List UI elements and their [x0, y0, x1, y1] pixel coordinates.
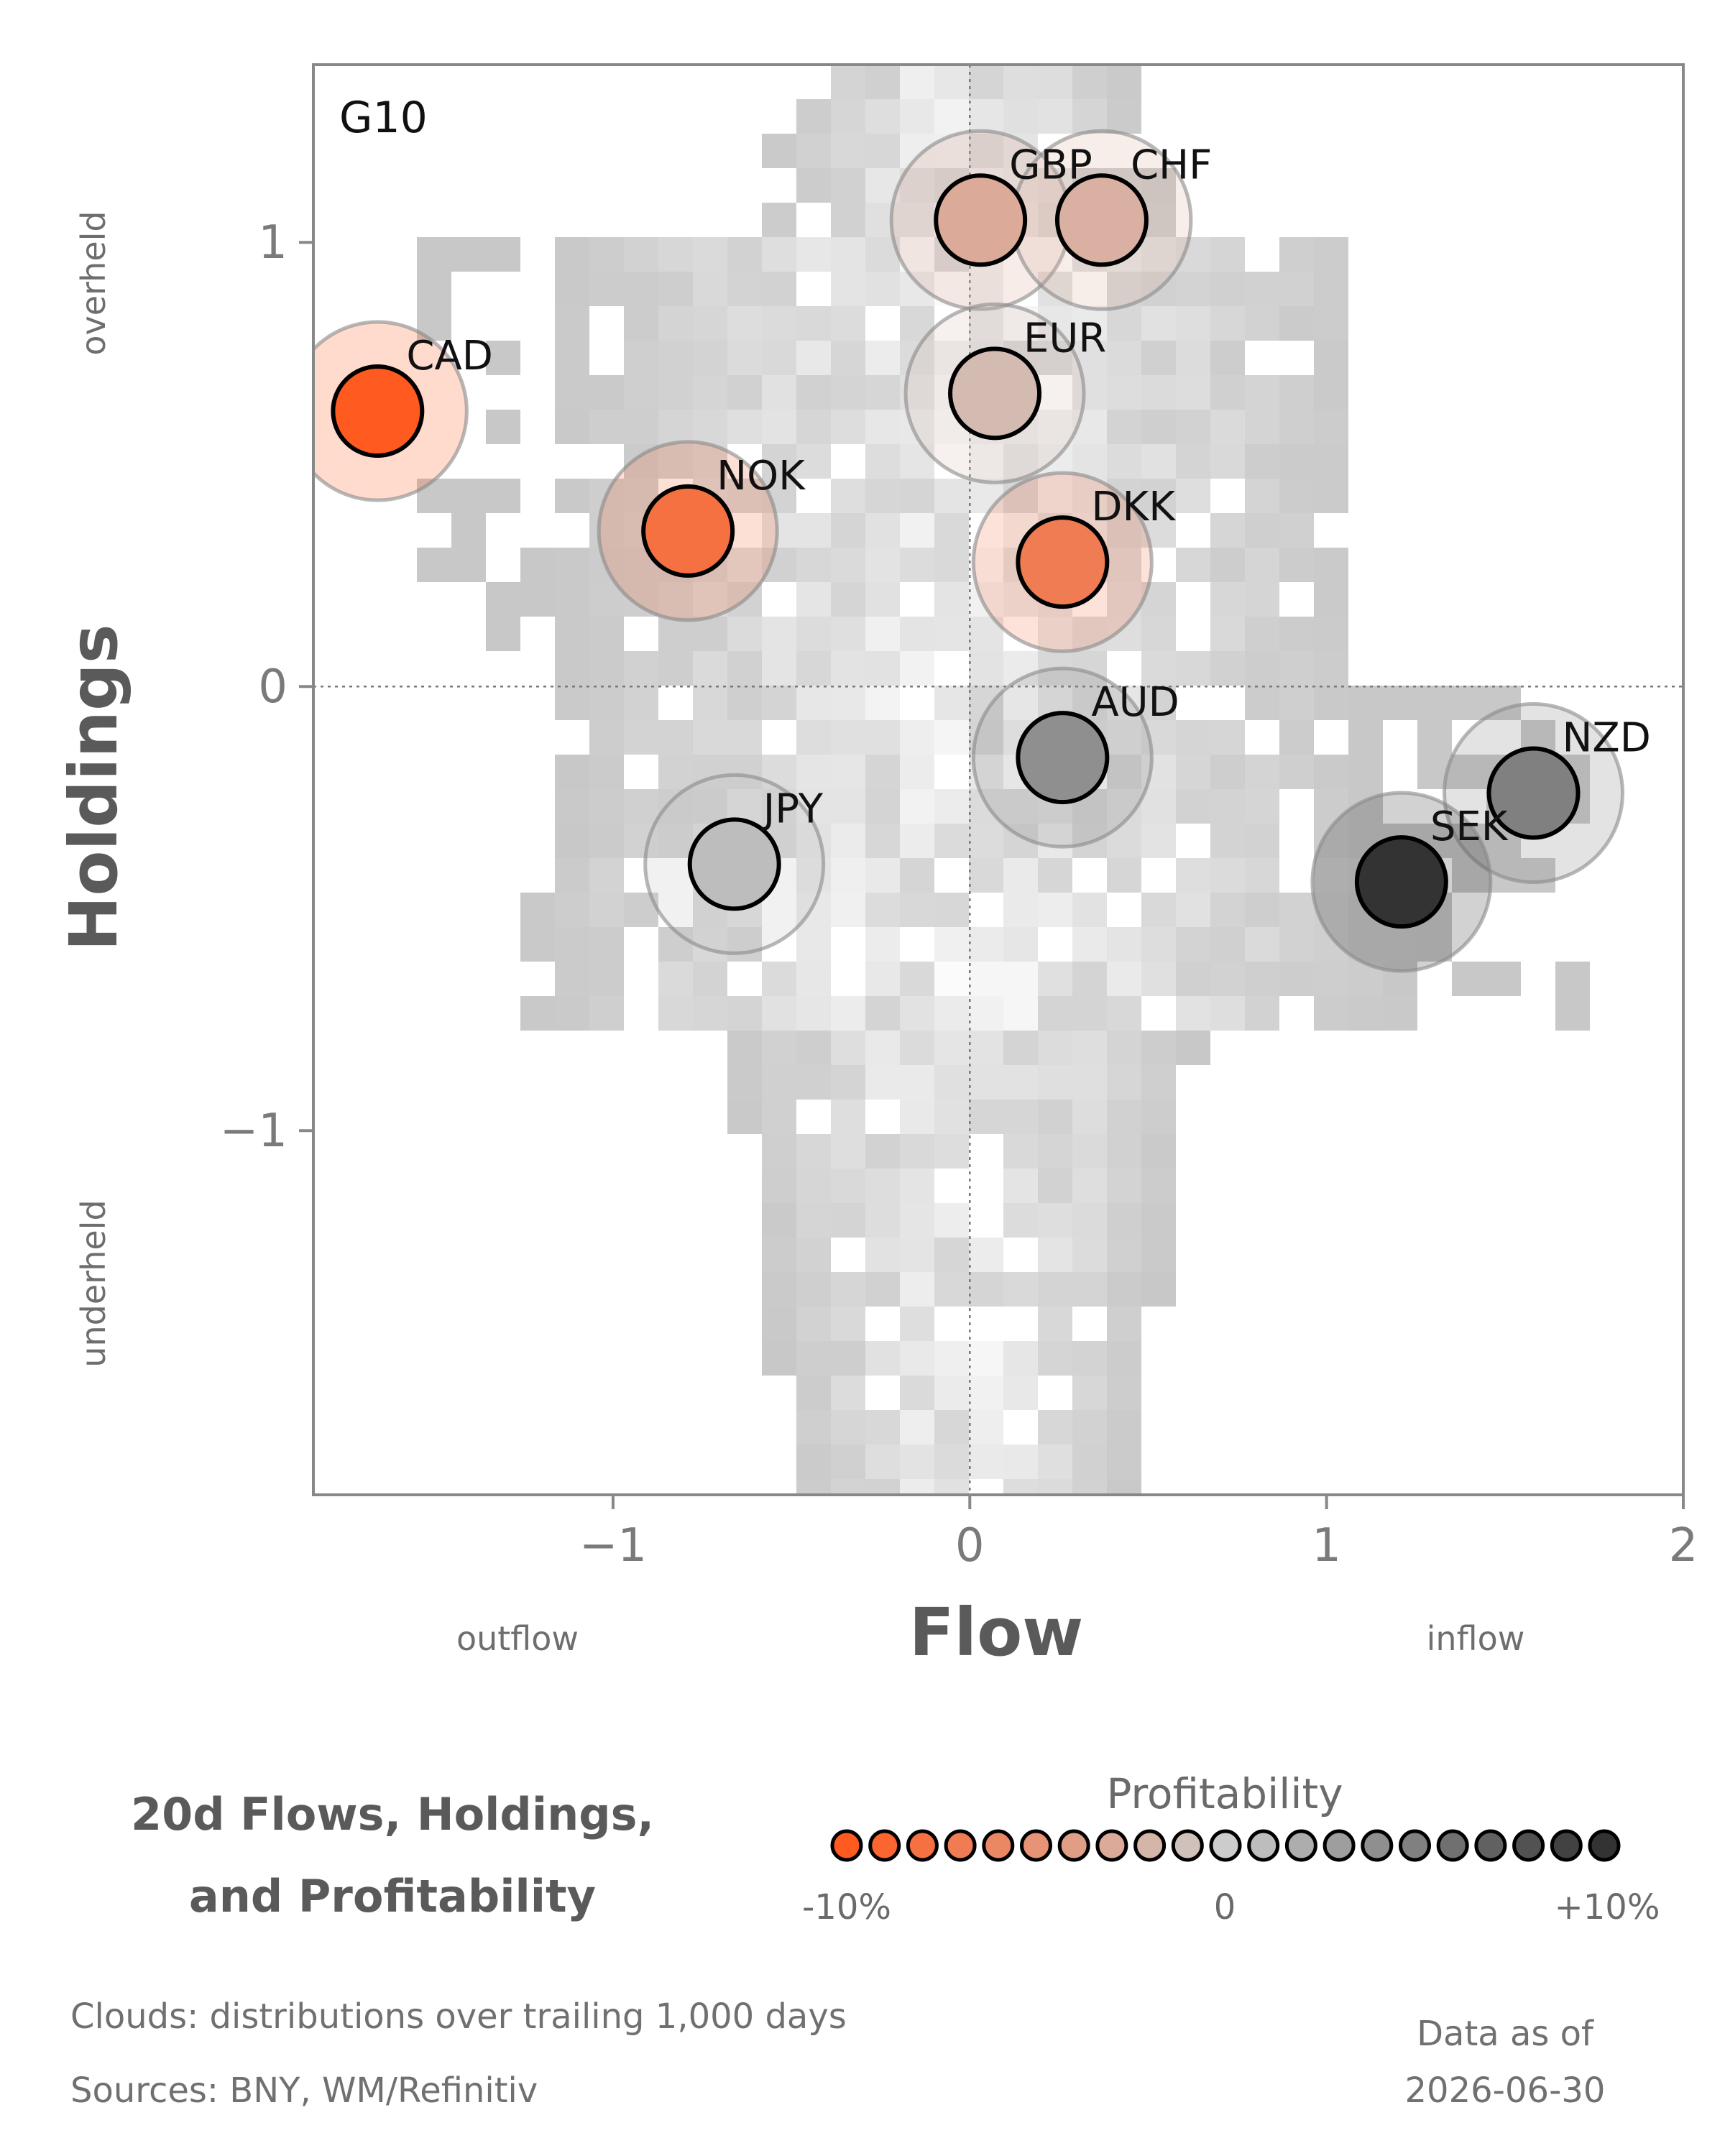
legend-swatch — [1247, 1829, 1280, 1862]
point-eur — [948, 346, 1042, 441]
inflow-label: inflow — [1427, 1619, 1525, 1658]
y-tick-label: 1 — [258, 216, 288, 270]
point-label-gbp: GBP — [1009, 142, 1092, 188]
legend-swatch — [1171, 1829, 1204, 1862]
legend-swatch — [1209, 1829, 1242, 1862]
point-label-aud: AUD — [1091, 679, 1179, 726]
legend-swatch — [1399, 1829, 1431, 1862]
y-axis-title: Holdings — [55, 624, 132, 951]
legend-swatch — [1550, 1829, 1583, 1862]
y-tick-label: 0 — [258, 660, 288, 714]
legend-swatch — [1133, 1829, 1167, 1862]
underheld-label: underheld — [74, 1199, 113, 1367]
legend-swatch — [1512, 1829, 1545, 1862]
overheld-label: overheld — [74, 211, 113, 355]
distribution-cloud — [417, 65, 1590, 1495]
legend-swatch — [1057, 1829, 1090, 1862]
legend-swatch — [1020, 1829, 1052, 1862]
point-label-dkk: DKK — [1091, 484, 1176, 530]
legend-swatch — [1436, 1829, 1469, 1862]
legend-swatch — [982, 1829, 1015, 1862]
data-as-of-label: Data as of — [1417, 2014, 1594, 2054]
y-tick-label: −1 — [220, 1105, 288, 1158]
point-label-nzd: NZD — [1563, 715, 1651, 762]
legend-swatch — [1474, 1829, 1507, 1862]
x-axis-title: Flow — [909, 1594, 1084, 1671]
point-nok — [641, 484, 735, 578]
legend-swatch — [1361, 1829, 1394, 1862]
point-aud — [1016, 711, 1110, 805]
x-tick-label: 2 — [1669, 1519, 1698, 1572]
outflow-label: outflow — [456, 1619, 579, 1658]
point-label-jpy: JPY — [761, 786, 824, 832]
point-sek — [1354, 835, 1448, 929]
legend-swatch — [1322, 1829, 1356, 1862]
point-gbp — [934, 173, 1028, 267]
point-label-nok: NOK — [717, 453, 806, 499]
data-as-of-date: 2026-06-30 — [1405, 2070, 1606, 2111]
x-tick-label: 1 — [1312, 1519, 1341, 1572]
sources-note: Sources: BNY, WM/Refinitiv — [70, 2070, 538, 2111]
point-nzd — [1486, 746, 1581, 840]
x-tick-label: 0 — [955, 1519, 985, 1572]
point-cad — [331, 364, 425, 459]
legend-min-label: -10% — [802, 1887, 891, 1927]
legend-title: Profitability — [1106, 1769, 1343, 1818]
point-label-eur: EUR — [1024, 315, 1106, 361]
legend-swatch — [944, 1829, 977, 1862]
point-label-sek: SEK — [1430, 803, 1509, 850]
plot-frame — [312, 63, 1685, 1496]
chart-title-line-1: 20d Flows, Holdings, — [131, 1788, 654, 1841]
legend-swatch — [830, 1829, 863, 1862]
point-labels: CAD NOK GBP CHF EUR DKK AUD JPY NZD SEK — [406, 142, 1651, 850]
x-tick-label: −1 — [579, 1519, 647, 1572]
legend-swatch — [1588, 1829, 1621, 1862]
legend-swatch — [1284, 1829, 1317, 1862]
point-markers — [331, 173, 1581, 929]
region-label: G10 — [339, 93, 428, 143]
legend-swatch — [868, 1829, 901, 1862]
legend-swatches — [830, 1829, 1621, 1862]
clouds-note: Clouds: distributions over trailing 1,00… — [70, 1996, 847, 2037]
point-label-cad: CAD — [406, 333, 493, 379]
y-axis-ticks: 1 0 −1 — [220, 216, 313, 1158]
legend-swatch — [1095, 1829, 1128, 1862]
point-chf — [1054, 173, 1149, 267]
chart-title-line-2: and Profitability — [189, 1870, 596, 1922]
legend-max-label: +10% — [1555, 1887, 1660, 1927]
x-axis-ticks: −1 0 1 2 — [579, 1495, 1698, 1572]
legend-mid-label: 0 — [1214, 1887, 1236, 1927]
legend-swatch — [906, 1829, 939, 1862]
point-jpy — [687, 817, 781, 911]
point-label-chf: CHF — [1131, 142, 1212, 188]
point-dkk — [1016, 515, 1110, 609]
